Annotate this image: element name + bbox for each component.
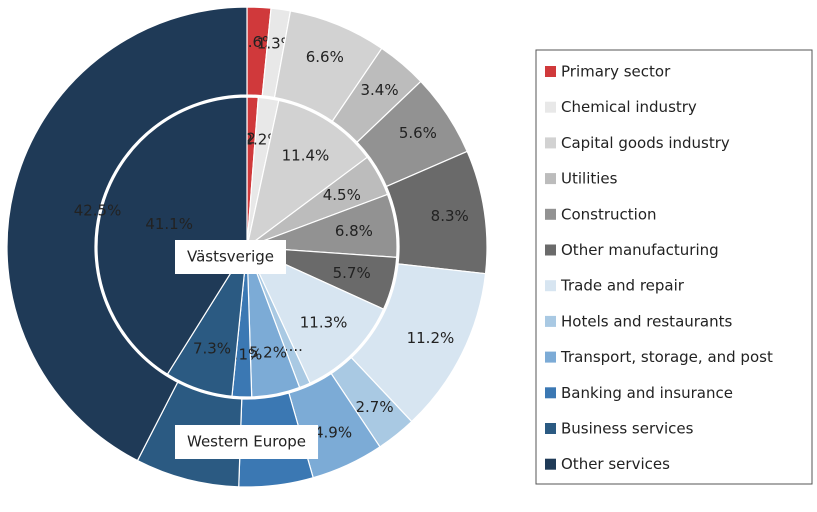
legend-swatch xyxy=(545,244,556,256)
legend-swatch xyxy=(545,208,556,220)
data-label: 11.2% xyxy=(407,329,455,347)
data-label: 5.6% xyxy=(399,124,437,142)
wedge xyxy=(96,96,248,375)
series-label: Västsverige xyxy=(187,248,274,266)
legend-label: Construction xyxy=(561,205,657,223)
wedge xyxy=(246,99,369,249)
legend-swatch xyxy=(545,458,556,470)
legend-label: Other services xyxy=(561,455,670,473)
data-label: 41.1% xyxy=(145,215,193,233)
data-label: 6.8% xyxy=(335,222,373,240)
data-label: 7.3% xyxy=(193,340,231,358)
data-label: 4.9% xyxy=(314,424,352,442)
data-label: 11.4% xyxy=(282,147,330,165)
data-label: 6.6% xyxy=(306,48,344,66)
data-label: 5.7% xyxy=(333,264,371,282)
data-label: 8.3% xyxy=(431,207,469,225)
data-label: 3.4% xyxy=(360,81,398,99)
data-label: 2.7% xyxy=(356,398,394,416)
legend-label: Chemical industry xyxy=(561,98,697,116)
series-labels: Västsverige Western Europe xyxy=(175,240,319,459)
legend-swatch xyxy=(545,351,556,363)
legend-label: Trade and repair xyxy=(560,277,685,295)
legend-swatch xyxy=(545,101,556,113)
legend-swatch xyxy=(545,280,556,292)
legend: Primary sector Chemical industry Capital g… xyxy=(545,63,773,473)
data-label: 5.2% xyxy=(249,343,287,361)
series-label-box xyxy=(175,425,319,459)
legend-label: Hotels and restaurants xyxy=(561,312,733,330)
legend-swatch xyxy=(545,423,556,434)
wedge xyxy=(245,245,385,384)
legend-label: Transport, storage, and post xyxy=(560,348,773,366)
data-label: 4.5% xyxy=(323,186,361,204)
data-label: 11.3% xyxy=(300,314,348,332)
legend-swatch xyxy=(545,387,556,399)
legend-swatch xyxy=(545,315,556,327)
series-label: Western Europe xyxy=(187,433,306,451)
legend-label: Utilities xyxy=(561,170,618,188)
legend-swatch xyxy=(545,173,556,185)
series-label-box xyxy=(175,240,286,274)
data-label: 42.5% xyxy=(74,201,122,219)
pie: 1.2%2.2%11.4%4.5%6.8%5.7%11.3%1....5.2%2… xyxy=(6,6,488,488)
legend-swatch xyxy=(545,66,556,77)
legend-label: Business services xyxy=(561,420,694,438)
wedge xyxy=(6,6,248,462)
legend-label: Primary sector xyxy=(561,63,671,81)
legend-label: Capital goods industry xyxy=(561,134,730,152)
legend-box xyxy=(535,49,813,485)
legend-swatch xyxy=(545,137,556,149)
legend-label: Other manufacturing xyxy=(561,241,719,259)
legend-label: Banking and insurance xyxy=(561,384,733,402)
